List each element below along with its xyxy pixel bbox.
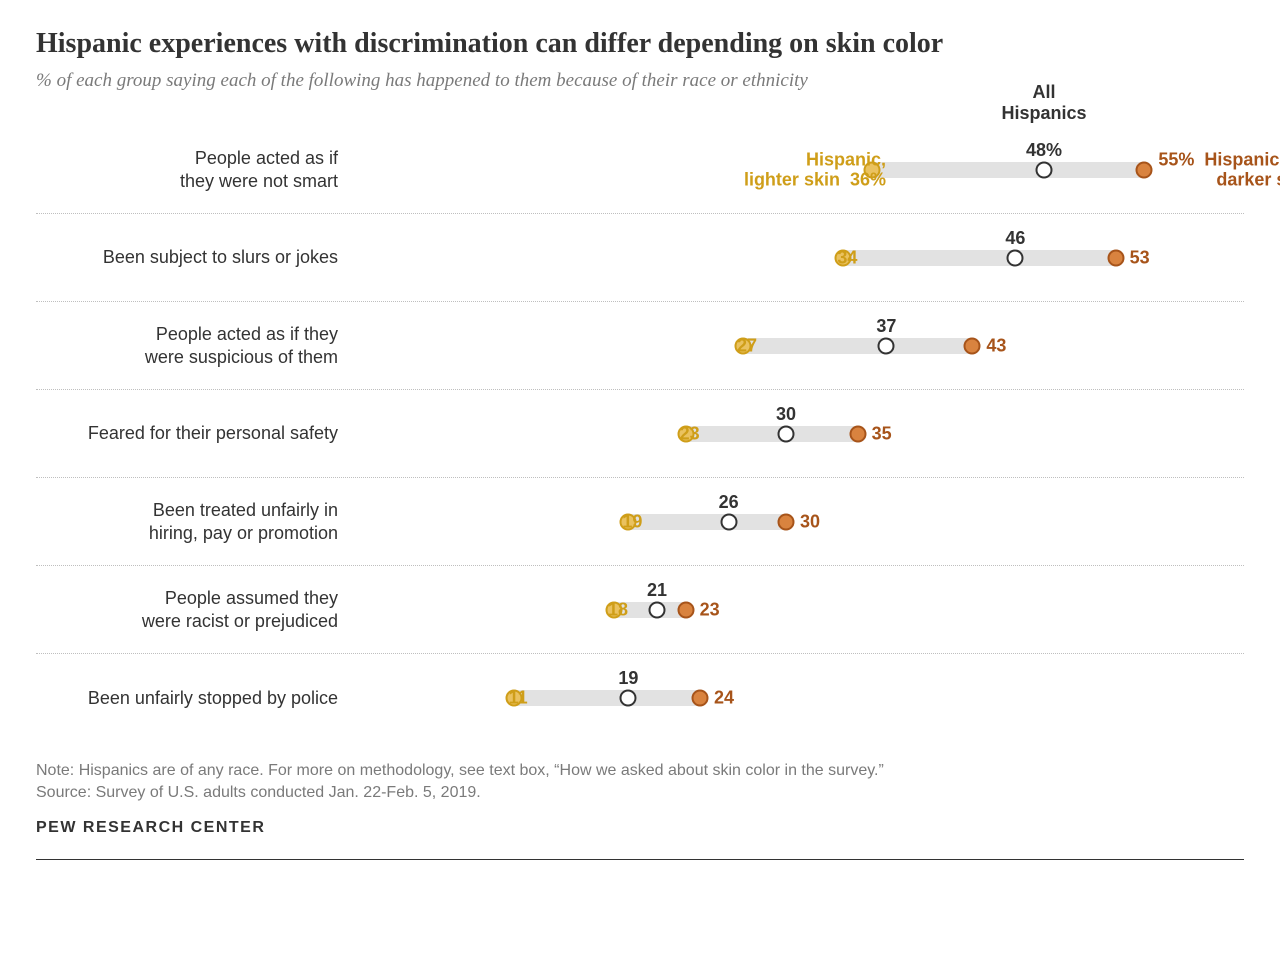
value-all: 19	[618, 668, 638, 689]
brand-footer: PEW RESEARCH CENTER	[36, 819, 1244, 837]
row-plot: 26 19 30	[356, 478, 1244, 565]
value-all: 48%	[1026, 140, 1062, 161]
range-track	[743, 338, 972, 354]
range-track	[872, 162, 1144, 178]
dot-all-hispanics	[720, 513, 737, 530]
legend-lighter-skin: Hispanic,lighter skin 36%	[744, 149, 886, 190]
chart-row: People assumed theywere racist or prejud…	[36, 566, 1244, 654]
chart-row: People acted as ifthey were not smart48%…	[36, 126, 1244, 214]
dot-all-hispanics	[878, 337, 895, 354]
chart-row: People acted as if theywere suspicious o…	[36, 302, 1244, 390]
note-line: Note: Hispanics are of any race. For mor…	[36, 760, 1244, 782]
chart-row: Feared for their personal safety 30 23 35	[36, 390, 1244, 478]
footer-rule	[36, 859, 1244, 860]
chart-row: Been unfairly stopped by police 19 11 24	[36, 654, 1244, 742]
value-all: 46	[1005, 228, 1025, 249]
row-plot: 46 34 53	[356, 214, 1244, 301]
dot-all-hispanics	[620, 690, 637, 707]
row-plot: 48%AllHispanicsHispanic,lighter skin 36%…	[356, 126, 1244, 213]
chart-row: Been treated unfairly inhiring, pay or p…	[36, 478, 1244, 566]
value-darker-skin: 43	[986, 335, 1006, 356]
chart-notes: Note: Hispanics are of any race. For mor…	[36, 760, 1244, 805]
chart-title: Hispanic experiences with discrimination…	[36, 28, 1244, 60]
row-label: People acted as ifthey were not smart	[36, 147, 356, 192]
dot-all-hispanics	[778, 425, 795, 442]
value-all: 30	[776, 404, 796, 425]
dot-darker-skin	[778, 513, 795, 530]
range-track	[628, 514, 786, 530]
value-all: 26	[719, 492, 739, 513]
row-label: People assumed theywere racist or prejud…	[36, 587, 356, 632]
legend-darker-skin: 55% Hispanic,darker skin	[1158, 149, 1280, 190]
row-label: Been subject to slurs or jokes	[36, 246, 356, 269]
value-all: 21	[647, 580, 667, 601]
range-track	[686, 426, 858, 442]
row-plot: 21 18 23	[356, 566, 1244, 653]
dot-darker-skin	[1136, 161, 1153, 178]
value-lighter-skin: 34	[837, 247, 857, 268]
dot-darker-skin	[692, 690, 709, 707]
legend-all-hispanics: AllHispanics	[1001, 82, 1086, 124]
value-darker-skin: 24	[714, 688, 734, 709]
note-line: Source: Survey of U.S. adults conducted …	[36, 782, 1244, 804]
value-lighter-skin: 19	[622, 511, 642, 532]
value-darker-skin: 23	[700, 599, 720, 620]
dot-darker-skin	[849, 425, 866, 442]
value-lighter-skin: 23	[680, 423, 700, 444]
row-label: Been unfairly stopped by police	[36, 687, 356, 710]
range-track	[514, 690, 700, 706]
value-darker-skin: 30	[800, 511, 820, 532]
value-lighter-skin: 27	[737, 335, 757, 356]
row-label: Been treated unfairly inhiring, pay or p…	[36, 499, 356, 544]
row-plot: 37 27 43	[356, 302, 1244, 389]
dot-all-hispanics	[1007, 249, 1024, 266]
chart-row: Been subject to slurs or jokes 46 34 53	[36, 214, 1244, 302]
dot-darker-skin	[964, 337, 981, 354]
row-label: People acted as if theywere suspicious o…	[36, 323, 356, 368]
dot-all-hispanics	[1036, 161, 1053, 178]
row-label: Feared for their personal safety	[36, 422, 356, 445]
row-plot: 19 11 24	[356, 654, 1244, 742]
range-track	[843, 250, 1115, 266]
dot-darker-skin	[677, 601, 694, 618]
value-darker-skin: 35	[872, 423, 892, 444]
dot-all-hispanics	[649, 601, 666, 618]
value-darker-skin: 53	[1130, 247, 1150, 268]
value-lighter-skin: 18	[608, 599, 628, 620]
value-all: 37	[876, 316, 896, 337]
dot-darker-skin	[1107, 249, 1124, 266]
dot-range-chart: People acted as ifthey were not smart48%…	[36, 126, 1244, 742]
row-plot: 30 23 35	[356, 390, 1244, 477]
value-lighter-skin: 11	[509, 688, 528, 709]
